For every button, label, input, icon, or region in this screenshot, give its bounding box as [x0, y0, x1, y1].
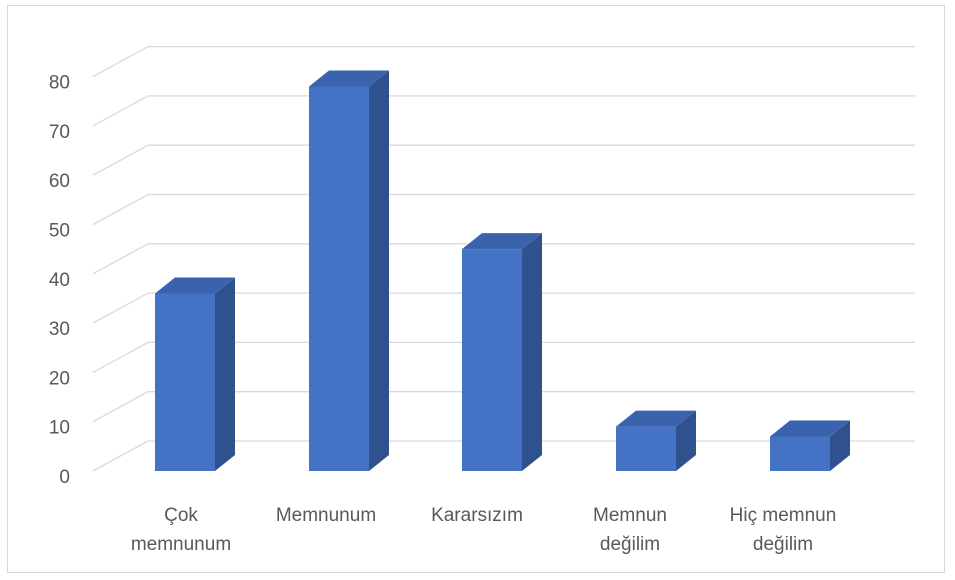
gridline-50 [92, 193, 915, 226]
bar-3 [616, 410, 696, 471]
bar-top-1 [309, 70, 389, 87]
bar-2 [462, 233, 542, 471]
bar-top-0 [155, 277, 235, 294]
bar-front-2 [462, 249, 522, 471]
bar-0 [155, 277, 235, 471]
bar-4 [770, 420, 850, 471]
x-category-label: Kararsızım [431, 505, 523, 526]
y-tick-label: 70 [49, 122, 70, 143]
gridline-20 [92, 341, 915, 373]
x-category-label: Memnun değilim [593, 505, 667, 555]
y-tick-label: 10 [49, 418, 70, 439]
bar-front-3 [616, 426, 676, 471]
bar-side-1 [369, 70, 389, 472]
bar-side-0 [215, 277, 235, 471]
bar-side-2 [522, 233, 542, 471]
y-tick-label: 50 [49, 221, 70, 242]
axis-labels: 0 10 20 30 40 50 60 70 80 Çok memnunum Memnunum Kara… [49, 73, 836, 555]
y-tick-label: 20 [49, 368, 70, 389]
x-category-label: Hiç memnun değilim [730, 505, 837, 555]
y-tick-label: 40 [49, 270, 70, 291]
bar-side-3 [676, 410, 696, 471]
y-tick-label: 60 [49, 171, 70, 192]
gridline-30 [92, 292, 915, 324]
bar-1 [309, 70, 389, 472]
bar-front-1 [309, 86, 369, 472]
gridline-10 [92, 391, 915, 423]
bar-front-0 [155, 293, 215, 471]
bars [155, 70, 850, 472]
x-category-label: Çok memnunum [131, 505, 231, 555]
gridline-40 [92, 243, 915, 275]
bar-side-4 [830, 420, 850, 471]
y-tick-label: 80 [49, 73, 70, 94]
y-tick-label: 0 [59, 467, 70, 488]
y-tick-label: 30 [49, 319, 70, 340]
bar-top-4 [770, 420, 850, 437]
bar-top-2 [462, 233, 542, 250]
gridline-60 [92, 144, 915, 176]
bar-front-4 [770, 436, 830, 471]
gridline-80 [92, 45, 915, 78]
gridline-70 [92, 95, 915, 127]
x-category-label: Memnunum [276, 505, 376, 526]
bar-top-3 [616, 410, 696, 427]
